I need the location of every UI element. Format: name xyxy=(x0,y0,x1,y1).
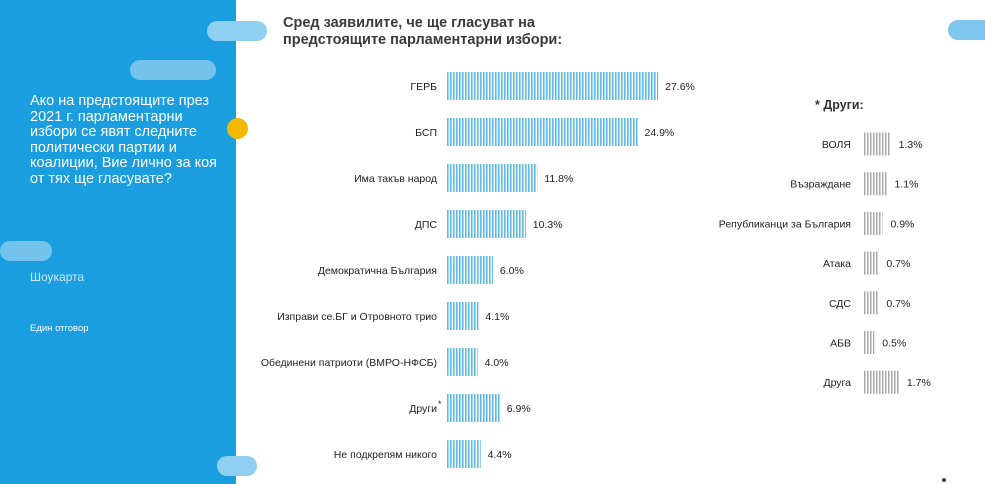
main-bar xyxy=(447,394,500,422)
others-value-label: 0.5% xyxy=(882,338,906,350)
accent-dot xyxy=(227,118,248,139)
main-bar xyxy=(447,440,481,468)
answer-type: Един отговор xyxy=(30,323,89,334)
others-category-label: Друга xyxy=(823,377,851,389)
decorative-dot xyxy=(942,478,946,482)
main-value-label: 11.8% xyxy=(544,173,573,185)
main-bar xyxy=(447,118,638,146)
decorative-pill xyxy=(130,60,216,80)
main-bar xyxy=(447,164,538,192)
others-value-label: 0.7% xyxy=(886,258,910,270)
decorative-pill xyxy=(948,20,985,40)
others-value-label: 1.1% xyxy=(895,179,919,191)
others-bar xyxy=(864,211,883,235)
others-category-label: Републиканци за България xyxy=(719,218,851,230)
main-value-label: 24.9% xyxy=(644,127,674,139)
main-category-label: Обединени патриоти (ВМРО-НФСБ) xyxy=(261,357,437,369)
others-category-label: ВОЛЯ xyxy=(822,139,851,151)
decorative-pill xyxy=(207,21,267,41)
chart-title: Сред заявилите, че ще гласуват на предст… xyxy=(283,15,563,48)
main-category-label: ГЕРБ xyxy=(410,81,437,93)
main-value-label: 4.1% xyxy=(485,311,509,323)
survey-question: Ако на предстоящите през 2021 г. парламе… xyxy=(30,93,217,187)
main-value-label: 27.6% xyxy=(665,81,695,93)
others-category-label: Възраждане xyxy=(790,179,851,191)
decorative-pill xyxy=(0,241,52,261)
main-category-label: Демократична България xyxy=(318,265,437,277)
others-bar xyxy=(864,251,879,275)
others-category-label: СДС xyxy=(829,298,851,310)
survey-method: Шоукарта xyxy=(30,270,85,284)
others-value-label: 1.3% xyxy=(899,139,923,151)
main-bar xyxy=(447,302,479,330)
main-bar xyxy=(447,210,526,238)
others-value-label: 1.7% xyxy=(907,377,931,389)
others-bar xyxy=(864,331,875,354)
others-bar xyxy=(864,172,887,196)
others-bar xyxy=(864,291,879,315)
main-value-label: 4.0% xyxy=(485,357,509,369)
main-category-label: Има такъв народ xyxy=(354,173,437,185)
main-value-label: 6.0% xyxy=(500,265,524,277)
others-value-label: 0.7% xyxy=(886,298,910,310)
main-category-label: Изправи се.БГ и Отровното трио xyxy=(277,311,437,323)
main-category-label: Други xyxy=(409,403,437,415)
main-value-label: 6.9% xyxy=(507,403,531,415)
main-bar xyxy=(447,72,659,100)
others-bar xyxy=(864,370,899,394)
main-value-label: 4.4% xyxy=(488,449,512,461)
others-category-label: Атака xyxy=(823,258,851,270)
main-bar xyxy=(447,348,478,376)
main-footnote-mark: * xyxy=(438,399,442,409)
others-chart-title: * Други: xyxy=(815,98,864,112)
others-value-label: 0.9% xyxy=(890,218,914,230)
main-category-label: БСП xyxy=(415,127,437,139)
others-category-label: АБВ xyxy=(830,338,851,350)
main-category-label: Не подкрепям никого xyxy=(334,449,437,461)
others-bar xyxy=(864,132,891,156)
decorative-pill xyxy=(217,456,257,476)
main-bar xyxy=(447,256,493,284)
main-category-label: ДПС xyxy=(415,219,438,231)
main-value-label: 10.3% xyxy=(533,219,563,231)
